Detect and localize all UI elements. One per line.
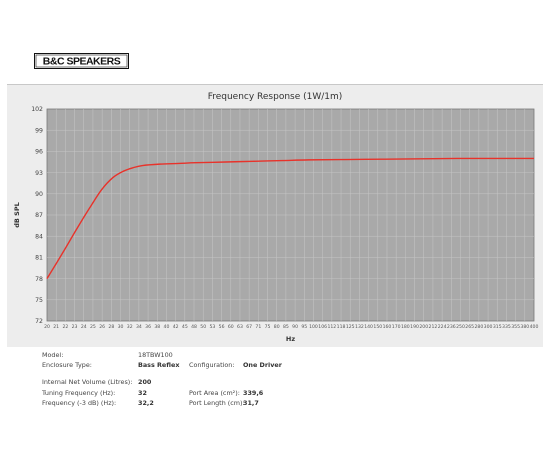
x-tick-label: 80: [274, 324, 280, 330]
x-tick-label: 63: [237, 324, 243, 330]
volume-value: 200: [138, 378, 152, 386]
x-tick-label: 335: [502, 324, 511, 330]
port-length-value: 31,7: [243, 399, 259, 407]
x-axis-label: Hz: [286, 335, 295, 343]
enclosure-value: Bass Reflex: [138, 361, 180, 369]
x-tick-label: 36: [145, 324, 151, 330]
x-tick-label: 56: [219, 324, 225, 330]
f3-value: 32,2: [138, 399, 154, 407]
f3-label: Frequency (-3 dB) (Hz):: [42, 399, 117, 407]
bc-speakers-logo: B&C SPEAKERS: [34, 53, 129, 69]
x-tick-label: 32: [127, 324, 133, 330]
x-tick-label: 100: [309, 324, 318, 330]
x-tick-label: 42: [173, 324, 179, 330]
x-tick-label: 38: [154, 324, 160, 330]
x-tick-label: 53: [209, 324, 215, 330]
port-area-value: 339,6: [243, 389, 264, 397]
frequency-response-chart: 20 21 22 23 24 25 26 28 30 32 34 36 38 40 42 45 48 50 53 56…: [13, 106, 539, 343]
x-tick-label: 50: [200, 324, 206, 330]
x-tick-label: 265: [465, 324, 474, 330]
x-tick-label: 48: [191, 324, 197, 330]
x-tick-label: 236: [447, 324, 456, 330]
x-tick-label: 24: [81, 324, 87, 330]
x-tick-label: 71: [255, 324, 261, 330]
x-tick-label: 60: [228, 324, 234, 330]
x-tick-label: 25: [90, 324, 96, 330]
x-tick-label: 315: [493, 324, 502, 330]
enclosure-label: Enclosure Type:: [42, 361, 92, 369]
y-tick-label: 72: [35, 318, 43, 325]
x-tick-label: 75: [265, 324, 271, 330]
port-area-label: Port Area (cm²):: [189, 389, 240, 397]
x-tick-label: 23: [72, 324, 78, 330]
x-tick-label: 90: [292, 324, 298, 330]
y-tick-label: 75: [35, 297, 43, 304]
x-tick-label: 132: [355, 324, 364, 330]
x-tick-label: 190: [410, 324, 419, 330]
x-tick-label: 280: [474, 324, 483, 330]
x-tick-label: 20: [44, 324, 50, 330]
model-value: 18TBW100: [138, 351, 173, 359]
x-tick-label: 106: [318, 324, 327, 330]
configuration-value: One Driver: [243, 361, 282, 369]
x-tick-label: 95: [301, 324, 307, 330]
x-tick-label: 200: [419, 324, 428, 330]
x-tick-label: 250: [456, 324, 465, 330]
x-tick-label: 140: [364, 324, 373, 330]
x-tick-label: 40: [164, 324, 170, 330]
y-axis-label: dB SPL: [13, 202, 21, 227]
x-tick-label: 112: [327, 324, 336, 330]
y-tick-label: 93: [35, 170, 43, 177]
y-tick-label: 90: [35, 191, 43, 198]
x-tick-label: 224: [438, 324, 447, 330]
x-tick-label: 400: [530, 324, 539, 330]
x-tick-label: 125: [346, 324, 355, 330]
x-tick-label: 160: [383, 324, 392, 330]
x-tick-label: 21: [53, 324, 59, 330]
x-tick-label: 34: [136, 324, 142, 330]
x-tick-label: 180: [401, 324, 410, 330]
x-tick-label: 170: [392, 324, 401, 330]
x-tick-label: 212: [429, 324, 438, 330]
x-tick-label: 30: [118, 324, 124, 330]
x-tick-label: 45: [182, 324, 188, 330]
x-tick-label: 26: [99, 324, 105, 330]
x-tick-label: 85: [283, 324, 289, 330]
y-tick-label: 99: [35, 127, 43, 134]
x-tick-label: 67: [246, 324, 252, 330]
chart-title: Frequency Response (1W/1m): [207, 92, 343, 102]
x-tick-label: 28: [108, 324, 114, 330]
x-tick-label: 355: [511, 324, 520, 330]
x-tick-label: 22: [62, 324, 68, 330]
y-tick-label: 96: [35, 149, 43, 156]
y-tick-label: 81: [35, 255, 43, 262]
y-tick-label: 84: [35, 233, 43, 240]
configuration-label: Configuration:: [189, 361, 235, 369]
y-tick-label: 78: [35, 276, 43, 283]
x-tick-label: 380: [520, 324, 529, 330]
y-tick-label: 102: [31, 106, 43, 113]
frequency-response-line: [46, 157, 534, 279]
port-length-label: Port Length (cm):: [189, 399, 245, 407]
model-label: Model:: [42, 351, 64, 359]
chart-panel: Frequency Response (1W/1m) 20 21 22 23 24 25 2…: [7, 84, 543, 347]
tuning-label: Tuning Frequency (Hz):: [42, 389, 116, 397]
y-tick-label: 87: [35, 212, 43, 219]
volume-label: Internal Net Volume (Litres):: [42, 378, 133, 386]
logo-text: B&C SPEAKERS: [43, 56, 121, 68]
x-tick-label: 118: [337, 324, 346, 330]
x-tick-label: 150: [373, 324, 382, 330]
x-tick-label: 300: [484, 324, 493, 330]
tuning-value: 32: [138, 389, 147, 397]
